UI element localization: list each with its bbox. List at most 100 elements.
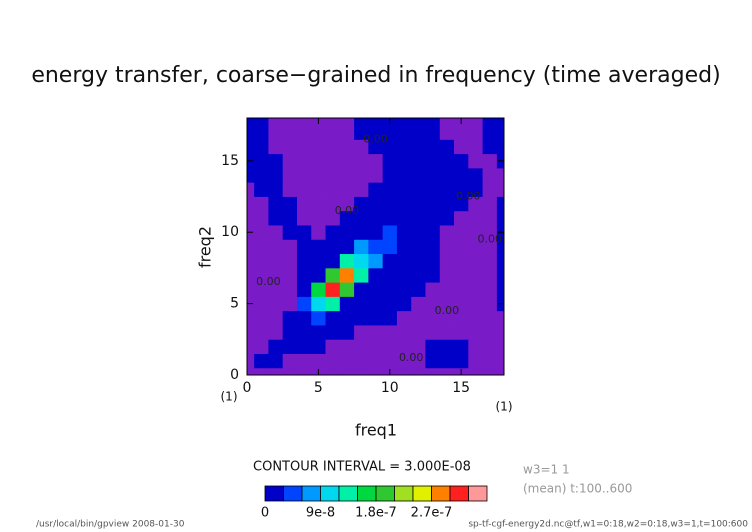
contour-cell — [254, 310, 269, 326]
contour-cell — [425, 296, 441, 312]
contour-cell — [496, 118, 505, 126]
contour-cell — [482, 325, 498, 340]
contour-cell — [282, 310, 298, 326]
contour-cell — [296, 139, 312, 155]
contour-cell — [354, 367, 369, 376]
contour-cell — [396, 182, 412, 197]
contour-cell — [425, 210, 441, 226]
contour-cell — [482, 167, 498, 183]
contour-cell — [311, 210, 326, 226]
contour-cell — [311, 339, 326, 354]
contour-cell — [454, 182, 469, 197]
contour-cell — [468, 339, 483, 354]
contour-cell — [311, 182, 326, 197]
contour-cell — [354, 296, 369, 312]
contour-cell — [368, 153, 384, 169]
contour-cell — [382, 325, 398, 340]
contour-cell — [439, 267, 455, 283]
colorbar-box — [283, 485, 303, 502]
contour-cell — [254, 125, 269, 140]
contour-cell — [339, 210, 355, 226]
contour-cell — [354, 353, 369, 369]
contour-cell — [247, 182, 255, 197]
contour-cell — [268, 118, 284, 126]
contour-cell — [368, 253, 384, 269]
contour-cell — [325, 353, 341, 369]
contour-cell — [247, 339, 255, 354]
contour-cell — [354, 167, 369, 183]
contour-cell — [468, 167, 483, 183]
contour-cell — [482, 182, 498, 197]
colorbar-box — [412, 485, 432, 502]
contour-cell — [411, 153, 426, 169]
contour-cell — [268, 325, 284, 340]
contour-cell — [368, 325, 384, 340]
contour-cell — [368, 139, 384, 155]
contour-cell — [254, 182, 269, 197]
contour-cell — [268, 153, 284, 169]
contour-cell — [454, 210, 469, 226]
contour-cell — [396, 267, 412, 283]
contour-cell — [482, 118, 498, 126]
contour-cell — [325, 167, 341, 183]
contour-cell — [325, 325, 341, 340]
contour-cell — [282, 296, 298, 312]
contour-cell — [382, 167, 398, 183]
contour-cell — [425, 310, 441, 326]
contour-cell — [382, 353, 398, 369]
contour-cell — [396, 239, 412, 255]
contour-cell — [411, 282, 426, 297]
contour-cell — [439, 125, 455, 140]
colorbar-box — [357, 485, 377, 502]
contour-cell — [368, 367, 384, 376]
contour-cell — [468, 267, 483, 283]
contour-cell — [254, 282, 269, 297]
contour-cell — [311, 225, 326, 240]
contour-cell — [396, 118, 412, 126]
contour-cell — [247, 125, 255, 140]
contour-cell — [296, 239, 312, 255]
contour-cell — [482, 339, 498, 354]
contour-cell — [368, 282, 384, 297]
contour-cell — [325, 118, 341, 126]
contour-cell — [247, 325, 255, 340]
contour-cell — [396, 367, 412, 376]
contour-cell — [296, 310, 312, 326]
contour-cell — [311, 282, 326, 297]
contour-label: 0.00 — [363, 132, 388, 145]
contour-cell — [468, 139, 483, 155]
contour-cell — [368, 196, 384, 212]
contour-cell — [468, 125, 483, 140]
contour-cell — [439, 167, 455, 183]
contour-cell — [454, 267, 469, 283]
contour-cell — [439, 253, 455, 269]
plot-frame — [246, 117, 505, 376]
contour-cell — [282, 339, 298, 354]
contour-cell — [254, 253, 269, 269]
contour-cell — [296, 182, 312, 197]
contour-cell — [396, 153, 412, 169]
contour-cell — [411, 225, 426, 240]
colorbar-box — [375, 485, 395, 502]
contour-cell — [425, 367, 441, 376]
colorbar-box — [394, 485, 414, 502]
contour-cell — [482, 239, 498, 255]
contour-label: 0.00 — [477, 232, 502, 245]
contour-cell — [411, 367, 426, 376]
contour-cell — [439, 310, 455, 326]
contour-cell — [496, 167, 505, 183]
contour-cell — [296, 167, 312, 183]
colorbar-tick-label: 0 — [261, 506, 269, 521]
contour-cell — [247, 239, 255, 255]
y-tick-label: 0 — [230, 367, 239, 383]
contour-cell — [296, 296, 312, 312]
contour-cell — [368, 210, 384, 226]
footer-right: sp-tf-cgf-energy2d.nc@tf,w1=0:18,w2=0:18… — [468, 520, 748, 530]
contour-cell — [425, 167, 441, 183]
contour-cell — [425, 225, 441, 240]
contour-cell — [439, 353, 455, 369]
contour-cell — [339, 118, 355, 126]
contour-cell — [468, 325, 483, 340]
contour-cell — [496, 367, 505, 376]
contour-cell — [268, 282, 284, 297]
